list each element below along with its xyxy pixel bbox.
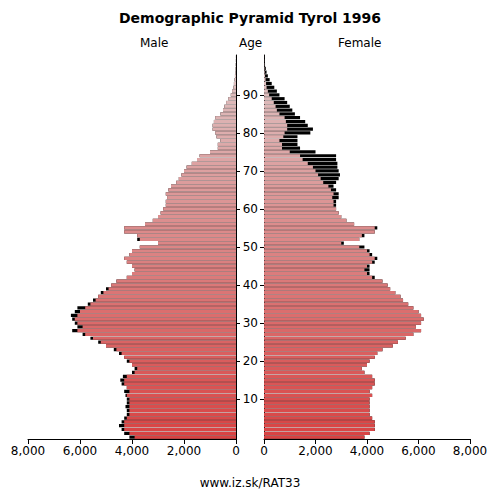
svg-text:6,000: 6,000 [401,444,435,458]
svg-text:4,000: 4,000 [350,444,384,458]
svg-text:4,000: 4,000 [115,444,149,458]
svg-text:Demographic Pyramid Tyrol 1996: Demographic Pyramid Tyrol 1996 [119,10,381,26]
svg-text:10: 10 [243,392,258,406]
svg-text:Female: Female [338,36,381,50]
svg-text:Male: Male [140,36,168,50]
svg-text:30: 30 [243,316,258,330]
svg-text:70: 70 [243,164,258,178]
svg-text:90: 90 [243,88,258,102]
svg-text:50: 50 [243,240,258,254]
svg-text:0: 0 [232,444,240,458]
svg-text:60: 60 [243,202,258,216]
svg-text:www.iz.sk/RAT33: www.iz.sk/RAT33 [200,476,301,490]
svg-text:20: 20 [243,354,258,368]
svg-text:80: 80 [243,126,258,140]
svg-text:8,000: 8,000 [453,444,487,458]
svg-text:6,000: 6,000 [63,444,97,458]
svg-text:8,000: 8,000 [11,444,45,458]
svg-text:2,000: 2,000 [167,444,201,458]
svg-text:0: 0 [260,444,268,458]
svg-text:2,000: 2,000 [298,444,332,458]
svg-text:40: 40 [243,278,258,292]
svg-text:Age: Age [239,36,262,50]
